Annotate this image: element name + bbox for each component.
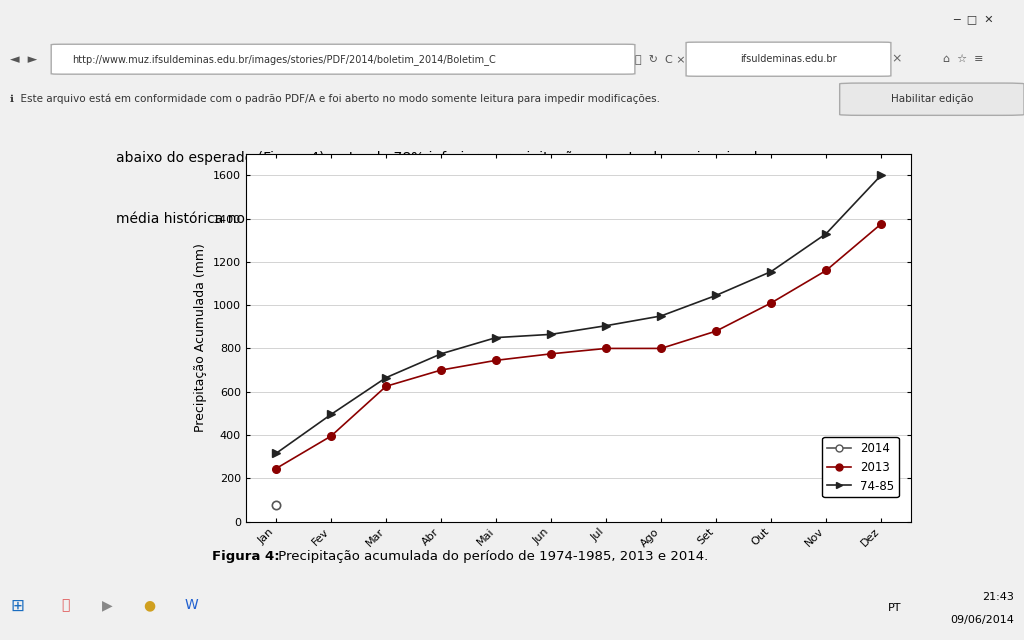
Text: ifsuldeminas.edu.br: ifsuldeminas.edu.br	[740, 54, 837, 64]
Text: ℹ  Este arquivo está em conformidade com o padrão PDF/A e foi aberto no modo som: ℹ Este arquivo está em conformidade com …	[10, 94, 660, 104]
FancyBboxPatch shape	[51, 44, 635, 74]
Text: 🔍  ↻  C ×: 🔍 ↻ C ×	[635, 54, 685, 64]
Text: Precipitação acumulada do período de 1974-1985, 2013 e 2014.: Precipitação acumulada do período de 197…	[274, 550, 709, 563]
Y-axis label: Precipitação Acumulada (mm): Precipitação Acumulada (mm)	[195, 243, 207, 432]
Text: 09/06/2014: 09/06/2014	[950, 615, 1014, 625]
Text: Habilitar edição: Habilitar edição	[891, 94, 973, 104]
Text: PT: PT	[888, 604, 901, 613]
Text: ●: ●	[143, 598, 156, 612]
Text: ⊞: ⊞	[10, 596, 25, 614]
Text: 🌐: 🌐	[61, 598, 70, 612]
Text: ⌂  ☆  ≡: ⌂ ☆ ≡	[942, 54, 983, 64]
FancyBboxPatch shape	[686, 42, 891, 76]
Text: http://www.muz.ifsuldeminas.edu.br/images/stories/PDF/2014/boletim_2014/Boletim_: http://www.muz.ifsuldeminas.edu.br/image…	[72, 54, 496, 65]
Text: ×: ×	[891, 52, 901, 66]
Text: W: W	[184, 598, 198, 612]
Text: abaixo do esperado (Figura 4), estando 78% inferior a precipitação encontrada em: abaixo do esperado (Figura 4), estando 7…	[116, 151, 766, 165]
Text: ◄  ►: ◄ ►	[10, 52, 38, 66]
FancyBboxPatch shape	[840, 83, 1024, 115]
Text: média histórica no período de 1974-1985.: média histórica no período de 1974-1985.	[116, 211, 408, 226]
Legend: 2014, 2013, 74-85: 2014, 2013, 74-85	[822, 437, 899, 497]
Text: Figura 4:: Figura 4:	[212, 550, 280, 563]
Text: ─  □  ✕: ─ □ ✕	[952, 14, 993, 24]
Text: 21:43: 21:43	[982, 592, 1014, 602]
Text: ▶: ▶	[102, 598, 113, 612]
